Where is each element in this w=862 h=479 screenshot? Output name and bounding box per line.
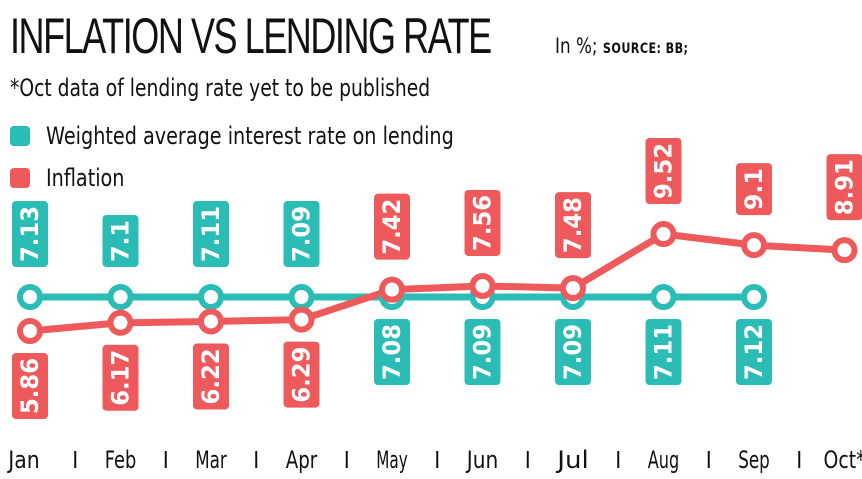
chart-title-row: INFLATION VS LENDING RATE [10, 8, 678, 64]
chart-title: INFLATION VS LENDING RATE [10, 8, 492, 64]
inflation-point-jul [560, 275, 586, 302]
lending-point-jan [17, 284, 43, 310]
inflation-point-mar [198, 308, 224, 335]
lending-point-sep [741, 284, 767, 310]
inflation-label-feb: 6.17 [102, 344, 139, 411]
lending-label-box [193, 201, 229, 267]
x-tick-label-apr: Apr [286, 446, 318, 474]
inflation-label-box [374, 193, 410, 260]
legend-swatch-inflation [10, 168, 30, 188]
lending-label-box [283, 201, 320, 267]
lending-label-box [102, 215, 139, 267]
lending-label-text: 7.09 [288, 206, 316, 262]
lending-label-sep: 7.12 [736, 319, 772, 385]
inflation-point-apr [288, 306, 315, 333]
inflation-label-box [102, 344, 139, 411]
inflation-label-text: 6.17 [107, 350, 135, 406]
lending-label-text: 7.08 [378, 324, 406, 380]
inflation-label-jun: 7.56 [464, 189, 501, 256]
inflation-label-text: 6.29 [288, 347, 316, 403]
inflation-label-may: 7.42 [374, 193, 410, 260]
inflation-point-sep [741, 232, 767, 259]
inflation-label-text: 5.86 [16, 358, 44, 414]
source-label: SOURCE: BB; [602, 41, 689, 57]
inflation-label-box [12, 353, 48, 419]
legend-swatch-lending [10, 126, 30, 146]
lending-label-box [555, 319, 591, 385]
inflation-point-oct [831, 237, 858, 264]
x-tick-label-jan: Jan [7, 446, 40, 474]
inflation-point-feb [107, 309, 134, 336]
lending-label-jan: 7.13 [12, 201, 48, 267]
lending-label-feb: 7.1 [102, 215, 139, 267]
inflation-label-text: 7.42 [378, 199, 406, 255]
inflation-label-box [555, 192, 591, 259]
x-tick-label-mar: Mar [195, 446, 227, 474]
inflation-label-box [464, 189, 501, 256]
lending-point-mar [198, 284, 224, 310]
inflation-label-box [736, 163, 772, 216]
lending-label-box [645, 319, 682, 385]
chart-note: *Oct data of lending rate yet to be publ… [10, 74, 431, 102]
lending-label-box [374, 319, 410, 385]
legend-item-inflation: Inflation [10, 164, 144, 192]
lending-label-text: 7.13 [16, 206, 44, 262]
x-tick-label-feb: Feb [105, 446, 137, 474]
legend-label-inflation: Inflation [46, 164, 125, 192]
legend-item-lending: Weighted average interest rate on lendin… [10, 122, 556, 150]
x-tick-label-jul: Jul [555, 446, 589, 474]
lending-label-may: 7.08 [374, 319, 410, 385]
inflation-point-jan [17, 318, 43, 344]
lending-label-jun: 7.09 [464, 319, 501, 385]
inflation-label-aug: 9.52 [645, 138, 682, 205]
inflation-point-jun [469, 272, 496, 299]
lending-label-jul: 7.09 [555, 319, 591, 385]
lending-label-text: 7.11 [197, 206, 225, 262]
inflation-label-text: 9.52 [650, 143, 678, 199]
inflation-label-box [193, 343, 229, 410]
inflation-label-box [283, 341, 320, 408]
lending-point-feb [107, 284, 134, 310]
lending-label-text: 7.11 [650, 324, 678, 380]
inflation-label-box [645, 138, 682, 205]
inflation-label-sep: 9.1 [736, 163, 772, 216]
inflation-line [26, 230, 848, 335]
inflation-point-may [379, 276, 405, 303]
x-tick-label-oct: Oct* [824, 446, 862, 474]
inflation-label-jan: 5.86 [12, 353, 48, 419]
lending-label-apr: 7.09 [283, 201, 320, 267]
inflation-point-aug [650, 221, 677, 248]
inflation-label-text: 7.48 [559, 197, 587, 253]
inflation-label-mar: 6.22 [193, 343, 229, 410]
lending-label-text: 7.09 [559, 324, 587, 380]
lending-label-box [464, 319, 501, 385]
x-tick-label-jun: Jun [465, 446, 498, 474]
inflation-label-jul: 7.48 [555, 192, 591, 259]
inflation-label-apr: 6.29 [283, 341, 320, 408]
x-tick-label-sep: Sep [738, 446, 770, 474]
lending-label-aug: 7.11 [645, 319, 682, 385]
unit-label: In %; [555, 34, 598, 58]
lending-point-aug [650, 284, 677, 310]
lending-label-text: 7.12 [740, 324, 768, 380]
lending-label-text: 7.09 [469, 324, 497, 380]
lending-point-apr [288, 284, 315, 310]
legend-label-lending: Weighted average interest rate on lendin… [46, 122, 454, 150]
x-tick-label-may: May [376, 446, 408, 474]
inflation-label-text: 7.56 [469, 195, 497, 251]
lending-label-mar: 7.11 [193, 201, 229, 267]
lending-label-text: 7.1 [107, 220, 135, 262]
inflation-label-text: 9.1 [740, 168, 768, 210]
inflation-label-text: 8.91 [831, 159, 859, 215]
lending-label-box [736, 319, 772, 385]
inflation-label-box [826, 154, 862, 221]
x-tick-label-aug: Aug [648, 446, 680, 474]
unit-and-source: In %; SOURCE: BB; [555, 34, 688, 58]
inflation-label-oct: 8.91 [826, 154, 862, 221]
inflation-label-text: 6.22 [197, 348, 225, 404]
lending-label-box [12, 201, 48, 267]
